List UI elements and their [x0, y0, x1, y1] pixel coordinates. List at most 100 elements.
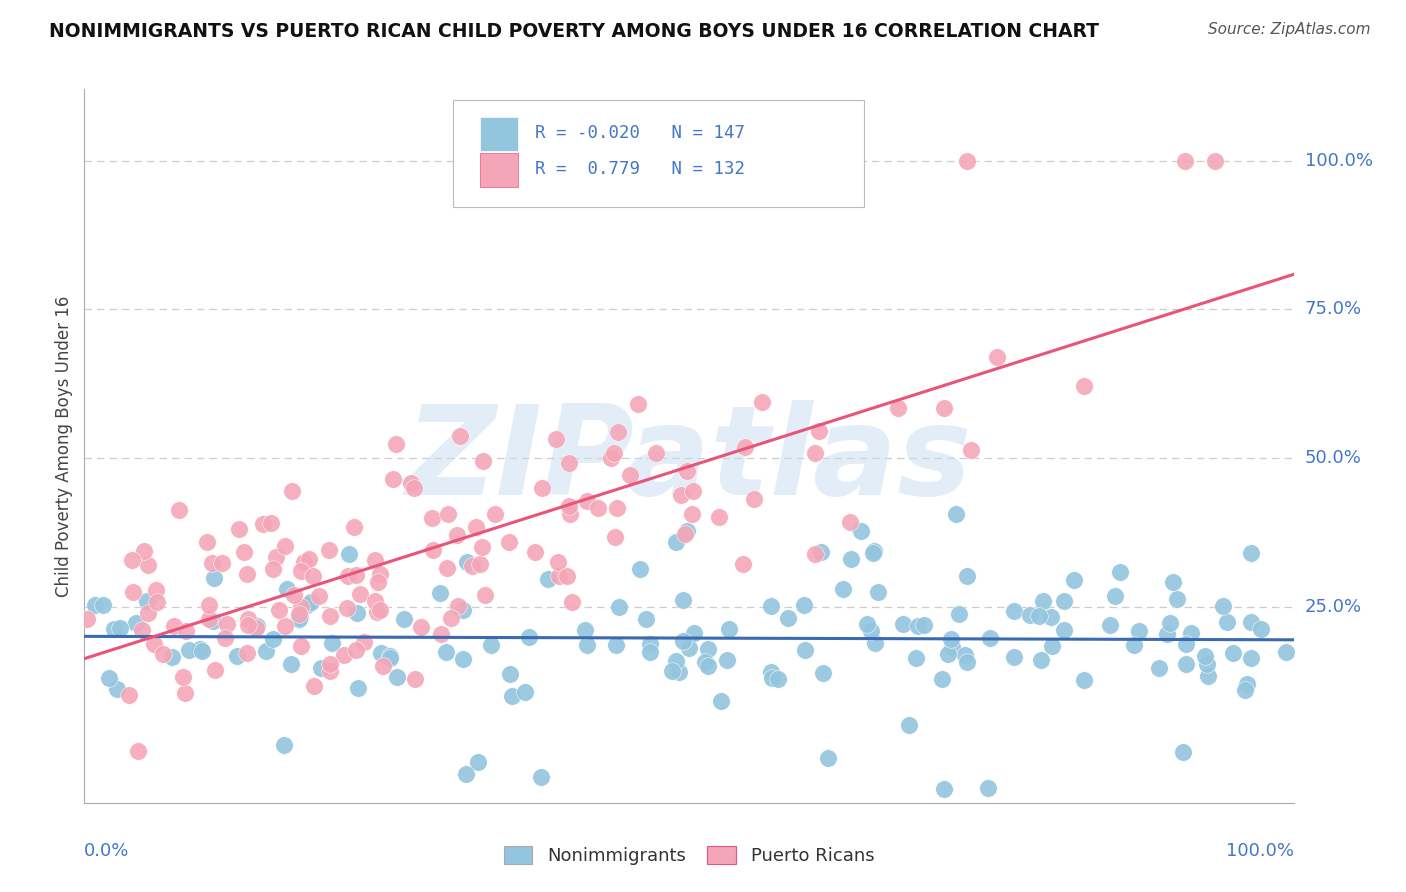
Point [98, 671, 121, 685]
Point [471, 454, 494, 468]
Point [586, 500, 609, 515]
Point [370, 646, 392, 660]
Point [1104, 589, 1126, 603]
Text: NONIMMIGRANTS VS PUERTO RICAN CHILD POVERTY AMONG BOYS UNDER 16 CORRELATION CHAR: NONIMMIGRANTS VS PUERTO RICAN CHILD POVE… [49, 22, 1099, 41]
Point [378, 648, 401, 663]
Point [860, 624, 883, 638]
Point [262, 632, 284, 647]
Point [197, 598, 219, 612]
Point [776, 611, 799, 625]
Point [198, 612, 221, 626]
Point [174, 624, 197, 639]
Point [977, 780, 1000, 795]
Point [474, 588, 496, 602]
Point [742, 492, 765, 507]
Point [333, 648, 356, 662]
Point [479, 638, 502, 652]
Point [177, 643, 200, 657]
Point [1240, 615, 1263, 629]
Point [759, 599, 782, 613]
Point [1173, 745, 1195, 759]
Point [682, 483, 704, 498]
Point [710, 694, 733, 708]
FancyBboxPatch shape [479, 117, 519, 152]
Point [290, 639, 312, 653]
Text: R =  0.779   N = 132: R = 0.779 N = 132 [536, 161, 745, 178]
Point [986, 350, 1008, 364]
Point [465, 520, 488, 534]
Y-axis label: Child Poverty Among Boys Under 16: Child Poverty Among Boys Under 16 [55, 295, 73, 597]
Point [681, 507, 703, 521]
Point [1028, 608, 1050, 623]
Point [292, 555, 315, 569]
Point [863, 636, 886, 650]
Point [537, 572, 560, 586]
Point [246, 619, 269, 633]
Point [956, 655, 979, 669]
Point [1174, 153, 1197, 168]
Point [576, 493, 599, 508]
Point [678, 641, 700, 656]
Point [378, 650, 401, 665]
Point [353, 635, 375, 649]
Point [1122, 639, 1144, 653]
Point [1147, 661, 1170, 675]
Point [676, 463, 699, 477]
Point [321, 636, 343, 650]
Point [392, 612, 415, 626]
Point [904, 651, 927, 665]
Point [202, 614, 225, 628]
Point [498, 535, 520, 549]
Point [266, 549, 288, 564]
Point [456, 556, 478, 570]
Point [1156, 627, 1178, 641]
Point [530, 481, 553, 495]
Point [160, 650, 183, 665]
Point [1032, 594, 1054, 608]
Point [1063, 573, 1085, 587]
Point [228, 522, 250, 536]
Point [831, 582, 853, 596]
Point [260, 516, 283, 530]
Point [523, 544, 546, 558]
Point [385, 669, 408, 683]
Point [290, 565, 312, 579]
Point [437, 507, 460, 521]
Legend: Nonimmigrants, Puerto Ricans: Nonimmigrants, Puerto Ricans [496, 839, 882, 872]
Point [1161, 575, 1184, 590]
Point [1073, 379, 1095, 393]
Point [191, 644, 214, 658]
Point [290, 600, 312, 615]
Point [862, 546, 884, 560]
Point [665, 654, 688, 668]
Point [761, 671, 783, 685]
Point [1174, 637, 1197, 651]
Point [281, 483, 304, 498]
Text: ZIPatlas: ZIPatlas [406, 400, 972, 521]
Point [167, 503, 190, 517]
Point [344, 642, 367, 657]
Point [661, 664, 683, 678]
Text: 100.0%: 100.0% [1226, 842, 1294, 860]
Point [817, 751, 839, 765]
Point [1002, 604, 1025, 618]
Point [953, 648, 976, 662]
Point [1194, 648, 1216, 663]
Point [558, 499, 581, 513]
FancyBboxPatch shape [453, 100, 865, 207]
Point [1029, 653, 1052, 667]
Point [143, 637, 166, 651]
Point [558, 507, 581, 521]
Point [201, 556, 224, 570]
Text: R = -0.020   N = 147: R = -0.020 N = 147 [536, 125, 745, 143]
Point [628, 562, 651, 576]
Point [839, 552, 862, 566]
Point [498, 667, 520, 681]
Point [640, 645, 662, 659]
Point [606, 501, 628, 516]
Point [676, 524, 699, 538]
Point [468, 557, 491, 571]
Point [136, 593, 159, 607]
Point [91, 598, 114, 612]
Point [346, 606, 368, 620]
